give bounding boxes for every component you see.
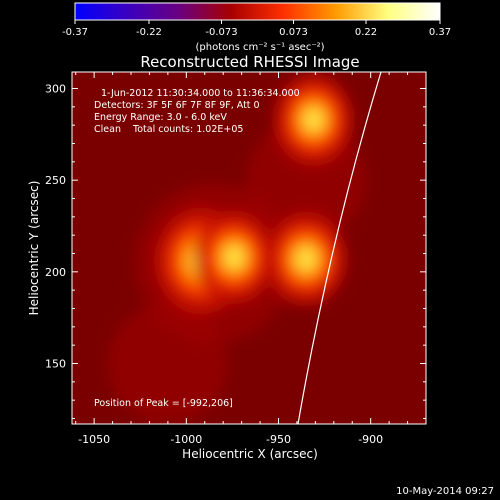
colorbar-tick-label: -0.22 (136, 27, 162, 38)
colorbar-gradient (74, 2, 441, 21)
plot-frame (71, 71, 427, 425)
annotation-clean: Clean Total counts: 1.02E+05 (94, 124, 243, 135)
colorbar-ticks: -0.37 -0.22 -0.073 0.073 0.22 0.37 (62, 20, 451, 38)
x-axis-label: Heliocentric X (arcsec) (182, 447, 318, 461)
colorbar-tick-label: 0.22 (355, 27, 377, 38)
x-tick-label: -1000 (170, 433, 202, 446)
x-axis-ticks: -1050 -1000 -950 -900 (75, 72, 427, 446)
y-tick-label: 250 (45, 174, 66, 187)
colorbar: -0.37 -0.22 -0.073 0.073 0.22 0.37 (photons c… (62, 2, 451, 53)
source-blob (223, 245, 245, 270)
annotation-peak: Position of Peak = [-992,206] (94, 398, 233, 409)
y-tick-label: 300 (45, 83, 66, 96)
annotation-energy: Energy Range: 3.0 - 6.0 keV (94, 112, 227, 123)
footer-date: 10-May-2014 09:27 (396, 486, 494, 497)
x-tick-label: -900 (358, 433, 383, 446)
x-tick-label: -950 (266, 433, 291, 446)
colorbar-unit: (photons cm⁻² s⁻¹ asec⁻²) (195, 42, 324, 53)
plot-area: -1050 -1000 -950 -900 150 200 250 300 (45, 71, 427, 446)
x-tick-label: -1050 (78, 433, 110, 446)
diffuse-emission (107, 303, 228, 424)
source-blob (295, 246, 317, 272)
y-tick-label: 150 (45, 358, 66, 371)
y-axis-ticks: 150 200 250 300 (45, 83, 426, 419)
colorbar-tick-label: 0.37 (429, 27, 451, 38)
colorbar-tick-label: 0.073 (279, 27, 308, 38)
y-tick-label: 200 (45, 266, 66, 279)
colorbar-tick-label: -0.37 (62, 27, 88, 38)
source-blob (303, 107, 324, 132)
colorbar-tick-label: -0.073 (205, 27, 237, 38)
annotation-detectors: Detectors: 3F 5F 6F 7F 8F 9F, Att 0 (94, 100, 260, 111)
chart-title: Reconstructed RHESSI Image (140, 53, 359, 71)
solar-limb (297, 72, 382, 424)
annotation-time: 1-Jun-2012 11:30:34.000 to 11:36:34.000 (101, 88, 300, 99)
y-axis-label: Heliocentric Y (arcsec) (27, 181, 41, 316)
